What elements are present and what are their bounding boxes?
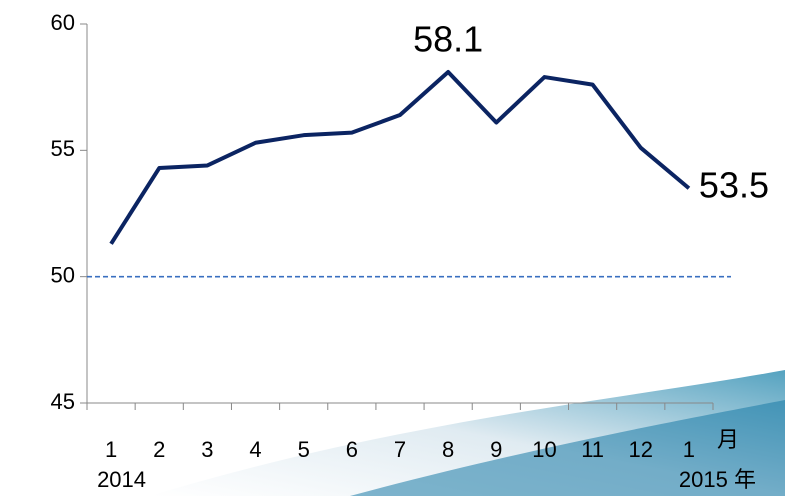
x-group-label: 2015 年 [679, 467, 756, 492]
x-tick-label: 5 [298, 437, 310, 462]
x-tick-label: 1 [683, 437, 695, 462]
y-tick-label: 60 [51, 10, 75, 35]
y-tick-label: 55 [51, 136, 75, 161]
data-label: 53.5 [699, 165, 769, 206]
x-group-label: 2014 [97, 467, 146, 492]
x-tick-label: 9 [490, 437, 502, 462]
x-tick-label: 2 [153, 437, 165, 462]
x-unit: 月 [717, 427, 739, 452]
y-tick-label: 50 [51, 262, 75, 287]
y-tick-label: 45 [51, 389, 75, 414]
x-tick-label: 4 [249, 437, 261, 462]
x-tick-label: 8 [442, 437, 454, 462]
x-tick-label: 6 [346, 437, 358, 462]
data-label: 58.1 [413, 19, 483, 60]
x-tick-label: 3 [201, 437, 213, 462]
series-line [109, 70, 691, 245]
x-tick-label: 1 [105, 437, 117, 462]
x-tick-label: 12 [629, 437, 653, 462]
background-swoosh [350, 400, 785, 496]
x-tick-label: 7 [394, 437, 406, 462]
x-tick-label: 11 [581, 437, 604, 462]
x-tick-label: 10 [532, 437, 556, 462]
